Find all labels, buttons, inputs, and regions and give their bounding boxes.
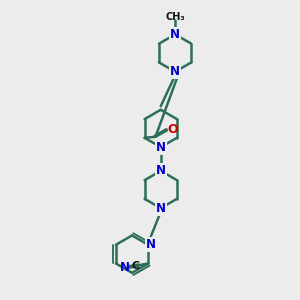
Text: N: N — [170, 65, 180, 78]
Text: N: N — [146, 238, 156, 251]
Text: O: O — [167, 123, 178, 136]
Text: N: N — [170, 28, 180, 41]
Text: N: N — [156, 202, 166, 215]
Text: N: N — [156, 141, 166, 154]
Text: N: N — [156, 164, 166, 177]
Text: C: C — [131, 261, 140, 271]
Text: N: N — [120, 261, 130, 274]
Text: CH₃: CH₃ — [165, 12, 185, 22]
